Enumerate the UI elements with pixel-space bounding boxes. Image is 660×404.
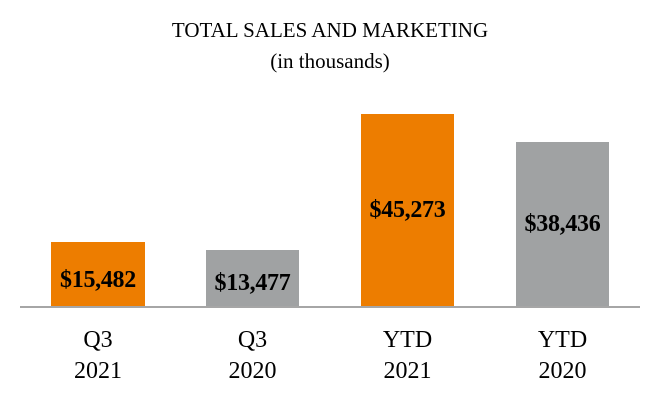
tick-line-1: Q3 bbox=[83, 327, 113, 353]
chart-subtitle: (in thousands) bbox=[270, 49, 390, 73]
tick-line-2: 2020 bbox=[228, 358, 277, 384]
tick-line-1: Q3 bbox=[237, 327, 268, 353]
tick-line-1: YTD bbox=[382, 327, 433, 353]
tick-line-2: 2021 bbox=[74, 358, 122, 384]
bar-q3-2020: $13,477 bbox=[206, 250, 299, 306]
bar-q3-2021: $15,482 bbox=[51, 242, 145, 306]
chart-title: TOTAL SALES AND MARKETING bbox=[171, 18, 489, 42]
bar-value-label: $15,482 bbox=[60, 266, 136, 293]
bar-ytd-2021: $45,273 bbox=[361, 114, 454, 306]
bar-ytd-2020: $38,436 bbox=[516, 142, 609, 306]
bar-value-label: $13,477 bbox=[214, 269, 291, 296]
tick-line-2: 2020 bbox=[538, 358, 587, 384]
x-tick-label-ytd-2020: YTD 2020 bbox=[503, 325, 623, 387]
tick-line-1: YTD bbox=[537, 327, 588, 353]
x-tick-label-q3-2020: Q3 2020 bbox=[193, 325, 313, 387]
tick-line-2: 2021 bbox=[383, 358, 432, 384]
bar-value-label: $45,273 bbox=[369, 196, 446, 223]
x-tick-label-ytd-2021: YTD 2021 bbox=[348, 325, 468, 387]
x-tick-label-q3-2021: Q3 2021 bbox=[38, 325, 158, 387]
bar-value-label: $38,436 bbox=[524, 210, 601, 237]
x-axis-line bbox=[20, 306, 640, 308]
